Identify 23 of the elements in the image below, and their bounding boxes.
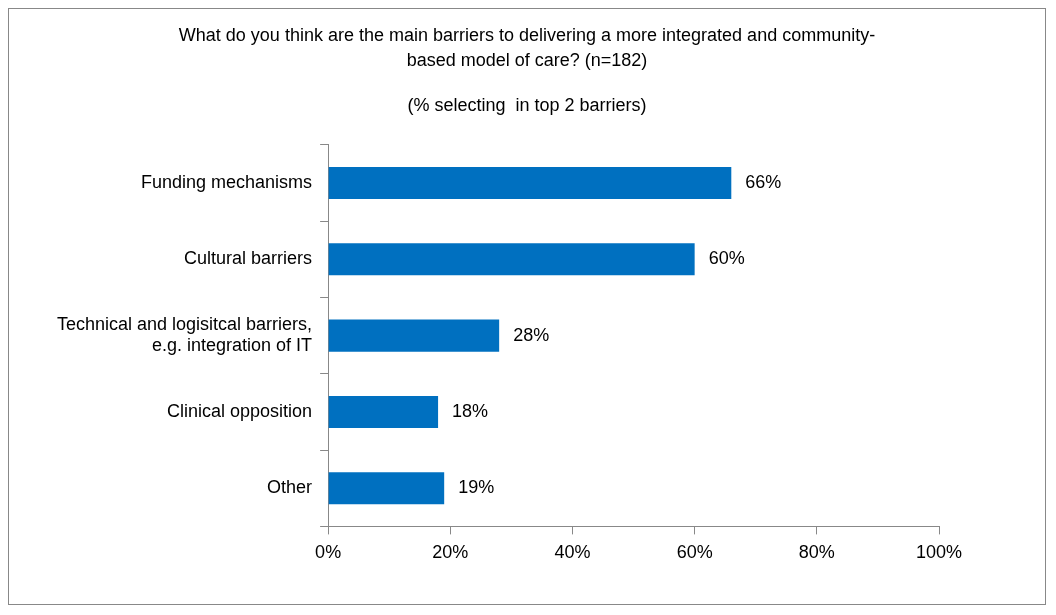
- x-tick-label: 80%: [798, 542, 835, 563]
- x-tick-label: 0%: [315, 542, 342, 563]
- chart-subtitle: (% selecting in top 2 barriers): [406, 95, 648, 116]
- x-tick-label: 20%: [432, 542, 469, 563]
- y-tick-label: Funding mechanisms: [141, 171, 313, 192]
- data-label: 60%: [708, 248, 745, 269]
- bar: [328, 166, 732, 199]
- x-tick-label: 60%: [676, 542, 713, 563]
- y-tick-label: Cultural barriers: [184, 248, 313, 269]
- x-tick-label: 100%: [915, 542, 963, 563]
- data-label: 18%: [452, 400, 489, 421]
- y-tick-label: Clinical opposition: [167, 400, 313, 421]
- data-label: 28%: [513, 324, 550, 345]
- data-label: 19%: [458, 477, 495, 498]
- bar: [328, 319, 500, 352]
- bar: [328, 472, 445, 505]
- y-tick-label: Other: [267, 477, 313, 498]
- bar: [328, 243, 695, 276]
- y-tick-label: Technical and logisitcal barriers, e.g. integration of IT: [57, 313, 313, 356]
- bar: [328, 395, 439, 428]
- x-tick-label: 40%: [554, 542, 591, 563]
- chart-title: What do you think are the main barriers to delivering a more integrated and community-based model of care? (n=182): [177, 24, 877, 72]
- data-label: 66%: [745, 171, 782, 192]
